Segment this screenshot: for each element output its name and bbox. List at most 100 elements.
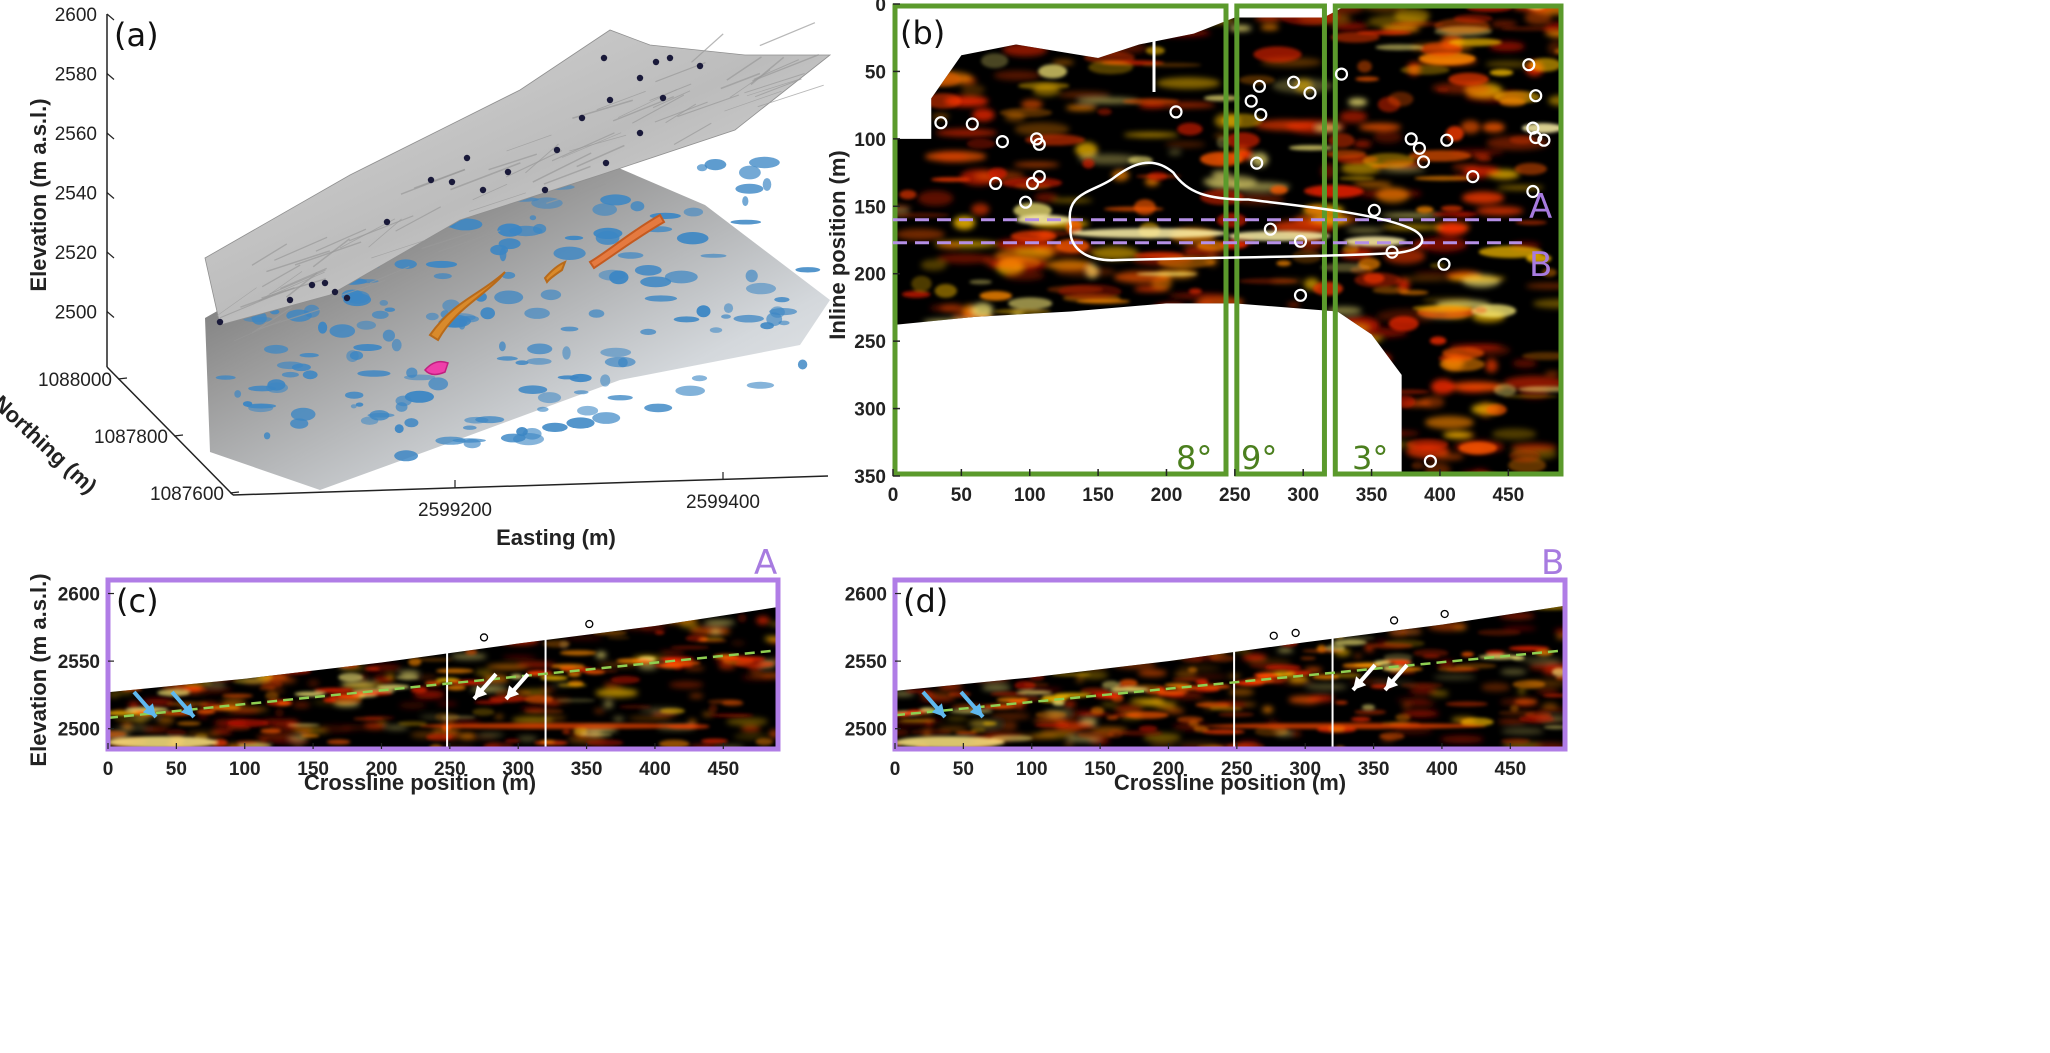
heat-blob [1102, 27, 1147, 39]
slab-texture-line [729, 69, 771, 98]
x-tick-label: 200 [366, 759, 398, 780]
heat-blob [1187, 667, 1198, 673]
heat-blob [1082, 7, 1143, 22]
heat-blob [1001, 177, 1063, 189]
heat-blob [1381, 213, 1442, 218]
heat-blob [1004, 270, 1045, 281]
heat-blob [287, 723, 320, 727]
c-axes: 0 50 100 150 200 250 300 350 400 450 2600 2550 2500 [58, 585, 739, 780]
heat-blob [984, 448, 1016, 464]
heat-blob [1537, 708, 1565, 712]
borehole-mark [585, 619, 594, 629]
heat-blob [1512, 6, 1555, 11]
slab-texture-line [421, 232, 471, 250]
borehole-circle [1529, 130, 1543, 145]
heat-blob [1448, 276, 1506, 282]
heat-blob [524, 694, 554, 704]
heat-blob [1431, 211, 1478, 217]
z-axis-label: Elevation (m a.s.l.) [26, 98, 51, 291]
strong-reflector [1070, 228, 1228, 239]
borehole-circle [1293, 288, 1308, 302]
borehole-circle [1032, 137, 1046, 151]
heat-blob [494, 714, 504, 719]
heat-blob [1239, 75, 1275, 85]
heat-blob [1057, 387, 1074, 397]
blue-patch [774, 297, 790, 303]
heat-blob [972, 317, 992, 327]
slab-texture-line [438, 230, 501, 253]
borehole-mark [1269, 631, 1278, 640]
borehole-circle [1293, 234, 1308, 248]
borehole-circle [1303, 86, 1317, 100]
heat-blob [1114, 661, 1157, 669]
borehole-dot [216, 318, 224, 326]
heat-blob [1482, 122, 1505, 133]
reflector-outline [1068, 161, 1424, 262]
reflector-orange-3 [588, 213, 666, 270]
b-x-tick-label: 200 [1151, 485, 1183, 506]
heat-blob [1007, 297, 1053, 310]
heat-blob [1162, 655, 1187, 660]
heat-blob [978, 318, 1025, 329]
heat-blob [226, 719, 270, 728]
blue-patch [739, 165, 761, 180]
heat-blob [562, 729, 571, 735]
heat-blob [1110, 20, 1159, 33]
heat-blob [1052, 355, 1067, 370]
heat-blob [1542, 702, 1558, 710]
heat-blob [1342, 244, 1359, 254]
heat-blob [1485, 358, 1498, 373]
bottom-reflector [108, 736, 218, 749]
heat-blob [1150, 29, 1211, 37]
heat-blob [415, 657, 453, 662]
heat-blob [1377, 431, 1420, 436]
heat-blob [1194, 345, 1212, 356]
heat-blob [990, 712, 1031, 720]
heat-blob [1411, 461, 1424, 470]
heat-blob [1489, 69, 1514, 76]
z-tick-label: 2520 [55, 243, 97, 264]
heat-blob [184, 682, 212, 686]
z-tick [106, 311, 115, 318]
blue-patch [566, 417, 595, 429]
heat-blob [472, 708, 495, 716]
heat-blob [1436, 453, 1464, 461]
borehole-circle [1529, 89, 1543, 103]
heat-blob [1023, 682, 1050, 688]
y-tick-label: 1088000 [38, 370, 112, 391]
heat-blob [1442, 431, 1473, 439]
blue-patch [394, 259, 417, 270]
blue-patch [592, 412, 621, 424]
heat-blob [934, 150, 968, 163]
heat-blob [1330, 32, 1380, 43]
heat-blob [979, 291, 1013, 301]
blue-patch [562, 346, 571, 360]
blue-patch [749, 156, 780, 169]
heat-blob [1223, 347, 1277, 355]
heat-blob [1075, 142, 1098, 158]
blue-patch [529, 215, 537, 221]
slab-texture-line [525, 143, 559, 174]
heat-blob [1052, 410, 1070, 424]
heat-blob [1209, 654, 1236, 663]
slab-texture-line [759, 22, 816, 47]
heat-blob [1228, 25, 1252, 32]
arrow-cyan-head [931, 703, 945, 717]
reflector-blob [446, 685, 466, 691]
heat-blob [1416, 206, 1434, 214]
heat-blob [1021, 25, 1064, 33]
blue-patch [683, 207, 704, 217]
z-ticks: 2600 2580 2560 2540 2520 2500 [55, 5, 115, 324]
blue-patch [735, 183, 764, 194]
dashed-reflector-line [894, 649, 1566, 717]
heat-blob [307, 679, 320, 687]
borehole-circle [1025, 176, 1040, 190]
blue-patch [769, 308, 797, 316]
heat-blob [1110, 342, 1153, 355]
heat-blob [1394, 8, 1430, 24]
heat-blob [1090, 706, 1105, 715]
heat-blob [971, 302, 994, 318]
heat-blob [1413, 649, 1449, 658]
heat-blob [670, 645, 710, 650]
heat-blob [1304, 683, 1348, 690]
